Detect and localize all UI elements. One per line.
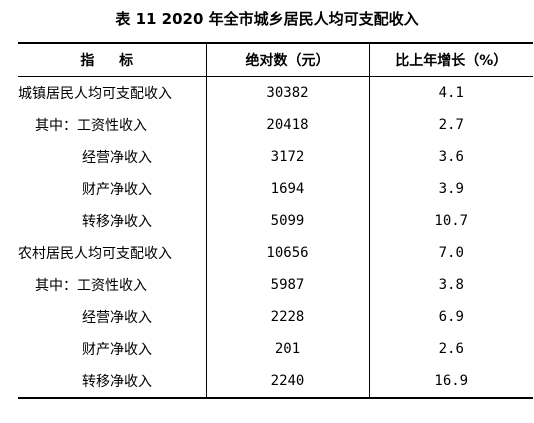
- table-row: 转移净收入 2240 16.9: [18, 365, 533, 399]
- growth-cell: 6.9: [368, 301, 533, 333]
- table-row: 其中：工资性收入 5987 3.8: [18, 269, 533, 301]
- table-row: 经营净收入 3172 3.6: [18, 141, 533, 173]
- indicator-cell: 其中：工资性收入: [35, 118, 147, 134]
- growth-cell: 3.8: [368, 269, 533, 301]
- indicator-cell: 财产净收入: [82, 342, 152, 358]
- growth-cell: 3.9: [368, 173, 533, 205]
- table-header-row: 指 标 绝对数（元） 比上年增长（%）: [18, 43, 533, 77]
- absolute-value-cell: 1694: [205, 173, 369, 205]
- growth-cell: 2.6: [368, 333, 533, 365]
- growth-cell: 3.6: [368, 141, 533, 173]
- indicator-cell: 转移净收入: [18, 365, 206, 399]
- column-header-growth: 比上年增长（%）: [368, 43, 533, 77]
- growth-cell: 2.7: [368, 109, 533, 141]
- absolute-value-cell: 10656: [205, 237, 369, 269]
- table-row: 经营净收入 2228 6.9: [18, 301, 533, 333]
- indicator-cell: 财产净收入: [82, 182, 152, 198]
- indicator-cell: 经营净收入: [82, 150, 152, 166]
- table-row: 农村居民人均可支配收入 10656 7.0: [18, 237, 533, 269]
- growth-cell: 4.1: [368, 76, 533, 109]
- absolute-value-cell: 201: [205, 333, 369, 365]
- absolute-value-cell: 5099: [205, 205, 369, 237]
- table-row: 财产净收入 1694 3.9: [18, 173, 533, 205]
- indicator-cell: 其中：工资性收入: [35, 278, 147, 294]
- indicator-cell: 农村居民人均可支配收入: [18, 246, 172, 262]
- table-row: 转移净收入 5099 10.7: [18, 205, 533, 237]
- table-row: 其中：工资性收入 20418 2.7: [18, 109, 533, 141]
- absolute-value-cell: 5987: [205, 269, 369, 301]
- indicator-cell: 城镇居民人均可支配收入: [18, 86, 172, 102]
- table-row: 城镇居民人均可支配收入 30382 4.1: [18, 76, 533, 109]
- growth-cell: 10.7: [368, 205, 533, 237]
- income-table: 指 标 绝对数（元） 比上年增长（%） 城镇居民人均可支配收入 30382 4.1 其…: [18, 42, 533, 399]
- absolute-value-cell: 30382: [205, 76, 369, 109]
- absolute-value-cell: 2228: [205, 301, 369, 333]
- column-header-indicator: 指 标: [18, 43, 206, 77]
- growth-cell: 16.9: [368, 365, 533, 399]
- absolute-value-cell: 20418: [205, 109, 369, 141]
- column-header-absolute-value: 绝对数（元）: [205, 43, 369, 77]
- absolute-value-cell: 2240: [205, 365, 369, 399]
- table-row: 财产净收入 201 2.6: [18, 333, 533, 365]
- table-title: 表 11 2020 年全市城乡居民人均可支配收入: [115, 10, 419, 28]
- indicator-cell: 经营净收入: [82, 310, 152, 326]
- growth-cell: 7.0: [368, 237, 533, 269]
- absolute-value-cell: 3172: [205, 141, 369, 173]
- table-body: 城镇居民人均可支配收入 30382 4.1 其中：工资性收入 20418 2.7 经营净收入…: [18, 76, 533, 399]
- indicator-cell: 转移净收入: [82, 214, 152, 230]
